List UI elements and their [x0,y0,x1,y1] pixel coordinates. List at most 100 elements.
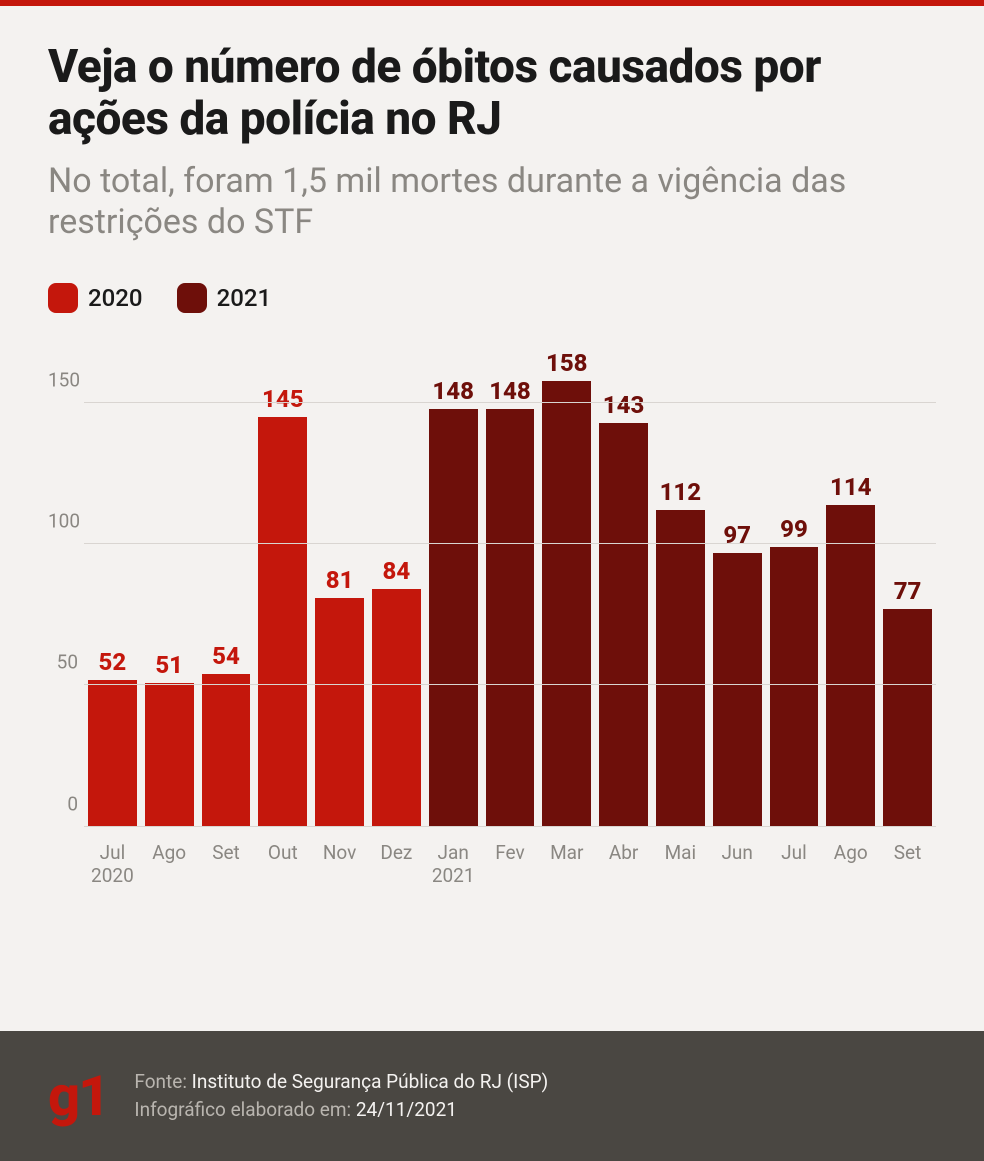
bar-column: 114 [826,473,875,827]
x-tick-month: Dez [372,841,421,865]
plot-area: 5251541458184148148158143112979911477 05… [84,347,936,827]
bar-rect [599,423,648,827]
gridline [84,684,936,685]
x-tick-label: Nov [315,833,364,897]
bar-value-label: 158 [546,349,588,377]
accent-bar [0,0,984,6]
bar-column: 143 [599,391,648,827]
x-tick-month: Mar [542,841,591,865]
x-tick-label: Out [258,833,307,897]
bar-rect [770,547,819,827]
bar-value-label: 145 [262,385,304,413]
bar-value-label: 143 [603,391,645,419]
legend-label: 2021 [217,284,272,312]
bar-rect [258,417,307,826]
bar-value-label: 54 [212,642,240,670]
bar-column: 84 [372,557,421,826]
x-tick-month: Ago [145,841,194,865]
bar-rect [202,674,251,826]
bar-rect [826,505,875,827]
x-tick-year: 2021 [429,864,478,888]
bar-column: 51 [145,651,194,827]
logo: g1 [48,1063,108,1129]
bar-column: 112 [656,478,705,826]
source-value: Instituto de Segurança Pública do RJ (IS… [192,1070,549,1093]
content-area: Veja o número de óbitos causados por açõ… [0,0,984,897]
bar-column: 158 [542,349,591,827]
chart-title: Veja o número de óbitos causados por açõ… [48,42,936,145]
x-tick-month: Jul [770,841,819,865]
x-tick-label: Ago [826,833,875,897]
legend-swatch [177,283,207,313]
bar-value-label: 99 [780,515,808,543]
bar-value-label: 148 [489,377,531,405]
y-tick-label: 0 [48,792,78,815]
legend-swatch [48,283,78,313]
x-tick-label: Abr [599,833,648,897]
y-tick-label: 150 [48,369,78,392]
bar-column: 77 [883,577,932,826]
x-tick-label: Jan2021 [429,833,478,897]
bars-container: 52 51 54 145 81 84 148 148 158 143 112 97 99 114 77 [84,347,936,827]
bar-column: 145 [258,385,307,826]
bar-value-label: 52 [99,648,127,676]
x-tick-label: Mar [542,833,591,897]
x-tick-year: 2020 [88,864,137,888]
legend: 2020 2021 [48,283,936,313]
bar-rect [542,381,591,827]
bar-column: 97 [713,521,762,827]
x-axis-labels: Jul2020AgoSetOutNovDezJan2021FevMarAbrMa… [84,833,936,897]
bar-rect [429,409,478,827]
x-tick-label: Jun [713,833,762,897]
bar-rect [713,553,762,827]
bar-rect [315,598,364,827]
bar-rect [145,683,194,827]
x-tick-month: Mai [656,841,705,865]
bar-rect [372,589,421,826]
credit-value: 24/11/2021 [356,1098,457,1121]
x-tick-label: Ago [145,833,194,897]
bar-chart: 5251541458184148148158143112979911477 05… [48,337,936,897]
bar-column: 54 [202,642,251,826]
bar-column: 148 [486,377,535,827]
x-tick-month: Jun [713,841,762,865]
x-tick-label: Set [202,833,251,897]
x-tick-month: Set [883,841,932,865]
bar-value-label: 114 [830,473,872,501]
y-tick-label: 50 [48,651,78,674]
x-tick-month: Fev [486,841,535,865]
x-tick-month: Out [258,841,307,865]
y-tick-label: 100 [48,510,78,533]
x-tick-month: Jul [88,841,137,865]
bar-value-label: 112 [660,478,702,506]
legend-item: 2021 [177,283,272,313]
x-tick-label: Jul [770,833,819,897]
gridline [84,402,936,403]
legend-label: 2020 [88,284,143,312]
bar-value-label: 51 [155,651,183,679]
footer: g1 Fonte: Instituto de Segurança Pública… [0,1031,984,1161]
x-tick-label: Mai [656,833,705,897]
bar-value-label: 97 [723,521,751,549]
bar-column: 148 [429,377,478,827]
x-tick-month: Ago [826,841,875,865]
bar-value-label: 77 [894,577,922,605]
x-tick-month: Abr [599,841,648,865]
x-tick-month: Set [202,841,251,865]
x-tick-label: Jul2020 [88,833,137,897]
credit-label: Infográfico elaborado em: [134,1098,355,1121]
legend-item: 2020 [48,283,143,313]
bar-value-label: 148 [432,377,474,405]
bar-rect [656,510,705,826]
bar-value-label: 84 [383,557,411,585]
bar-column: 52 [88,648,137,827]
x-tick-month: Nov [315,841,364,865]
bar-column: 99 [770,515,819,827]
bar-rect [88,680,137,827]
chart-subtitle: No total, foram 1,5 mil mortes durante a… [48,161,936,243]
x-tick-label: Fev [486,833,535,897]
x-tick-month: Jan [429,841,478,865]
x-tick-label: Set [883,833,932,897]
bar-column: 81 [315,566,364,827]
footer-text: Fonte: Instituto de Segurança Pública do… [134,1068,548,1123]
